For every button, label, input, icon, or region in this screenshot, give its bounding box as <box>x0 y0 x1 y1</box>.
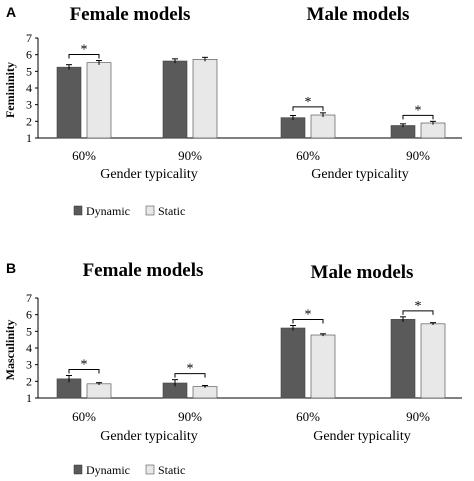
panel-a-bar-static <box>420 122 446 139</box>
panel-a-category-label: 60% <box>72 148 96 163</box>
panel-a-legend-swatch-dynamic <box>73 205 83 216</box>
panel-a-category-label: 60% <box>296 148 320 163</box>
panel-b-category-label: 90% <box>406 409 430 424</box>
panel-b-ytick-label: 6 <box>26 308 32 322</box>
panel-a-xlabel-male: Gender typicality <box>311 167 409 182</box>
panel-b-ytick-label: 1 <box>26 391 32 405</box>
panel-a-ytick-label: 4 <box>26 81 32 95</box>
panel-b-legend-swatch-static <box>145 464 155 475</box>
panel-b-bar-static <box>420 323 446 399</box>
panel-a-ytick-label: 3 <box>26 98 32 112</box>
panel-b-ytick-label: 4 <box>26 341 32 355</box>
panel-a-plot: 1 2 3 4 5 6 7 60% 90% 60% 90% * * * <box>26 31 462 163</box>
panel-a-category-label: 90% <box>178 148 202 163</box>
panel-label-b: B <box>6 260 16 276</box>
panel-b-legend-static: Static <box>158 463 185 477</box>
panel-a-significance-star: * <box>81 43 88 58</box>
panel-a-ytick-label: 5 <box>26 64 32 78</box>
panel-a-title-female: Female models <box>70 4 191 25</box>
panel-b-title-female: Female models <box>83 260 204 281</box>
panel-b-category-label: 60% <box>296 409 320 424</box>
panel-a-legend-dynamic: Dynamic <box>86 204 130 218</box>
panel-b-significance-star: * <box>81 358 88 373</box>
panel-a-significance-bracket <box>402 114 434 120</box>
panel-a-bar-dynamic <box>56 66 82 139</box>
panel-a-bar-static <box>86 62 112 139</box>
panel-a-title-male: Male models <box>307 4 410 25</box>
panel-a-bar-dynamic <box>162 60 188 139</box>
panel-a-category-label: 90% <box>406 148 430 163</box>
panel-b-significance-star: * <box>415 299 422 314</box>
panel-a-significance-bracket <box>292 106 324 111</box>
panel-b-significance-star: * <box>305 308 312 323</box>
panel-b-significance-bracket <box>68 369 100 374</box>
panel-b-xlabel-female: Gender typicality <box>100 429 198 444</box>
panel-b-significance-bracket <box>174 373 206 378</box>
panel-b-xlabel-male: Gender typicality <box>313 429 411 444</box>
panel-b-category-label: 60% <box>72 409 96 424</box>
panel-a-legend: Dynamic Static <box>73 204 185 218</box>
panel-a-significance-bracket <box>68 54 100 59</box>
panel-a-significance-star: * <box>415 103 422 118</box>
panel-b-legend: Dynamic Static <box>73 463 185 477</box>
panel-a-ytick-label: 6 <box>26 48 32 62</box>
panel-b-plot: 1 2 3 4 5 6 7 60% 90% 60% 90% * * * * <box>26 291 462 424</box>
panel-b-ytick-label: 7 <box>26 291 32 305</box>
panel-b-bar-static <box>310 334 336 399</box>
panel-b-bar-static <box>192 386 218 399</box>
panel-a-ytick-label: 1 <box>26 131 32 145</box>
panel-b-bar-static <box>86 383 112 399</box>
panel-a-bar-dynamic <box>390 125 416 139</box>
panel-b-legend-dynamic: Dynamic <box>86 463 130 477</box>
panel-b-ytick-label: 5 <box>26 324 32 338</box>
panel-b-bar-dynamic <box>390 319 416 399</box>
panel-b-bar-dynamic <box>280 327 306 399</box>
panel-b-significance-star: * <box>187 362 194 377</box>
panel-b-title-male: Male models <box>311 262 414 283</box>
panel-a-legend-static: Static <box>158 204 185 218</box>
panel-b-ylabel: Masculinity <box>3 320 17 381</box>
panel-a-bar-dynamic <box>280 117 306 139</box>
panel-b-legend-swatch-dynamic <box>73 464 83 475</box>
panel-a-xlabel-female: Gender typicality <box>100 167 198 182</box>
panel-a-ytick-label: 2 <box>26 114 32 128</box>
panel-a-significance-star: * <box>305 95 312 110</box>
panel-b-ytick-label: 3 <box>26 358 32 372</box>
panel-a-ytick-label: 7 <box>26 31 32 45</box>
panel-b-category-label: 90% <box>178 409 202 424</box>
panel-a-bar-static <box>310 114 336 139</box>
panel-b-ytick-label: 2 <box>26 374 32 388</box>
panel-b-significance-bracket <box>402 310 434 315</box>
panel-b-significance-bracket <box>292 319 324 324</box>
panel-a-ylabel: Femininity <box>3 62 17 118</box>
panel-a-bar-static <box>192 59 218 139</box>
panel-a-legend-swatch-static <box>145 205 155 216</box>
panel-label-a: A <box>6 4 16 20</box>
